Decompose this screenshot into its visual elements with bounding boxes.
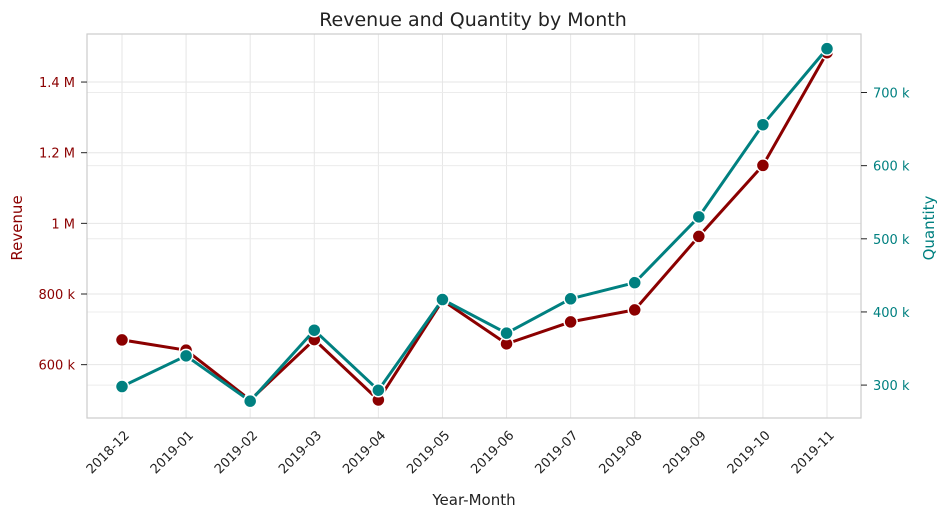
x-tick-label: 2018-12 [84,428,133,477]
x-tick-label: 2019-04 [340,428,389,477]
quantity-line [121,47,829,403]
right-axis-label: Quantity [920,195,938,260]
x-tick-label: 2019-08 [597,428,646,477]
x-tick-label: 2019-11 [789,428,838,477]
quantity-point [563,291,578,307]
x-axis-label: Year-Month [431,491,515,509]
x-tick-label: 2019-05 [404,428,453,477]
revenue-point [691,229,707,244]
right-tick-label: 300 k [873,379,910,394]
quantity-point [691,209,707,225]
quantity-point [435,292,450,307]
grid-layer [87,34,861,418]
right-tick-label: 400 k [873,306,910,321]
x-tick-label: 2019-01 [148,428,197,477]
left-axis-label: Revenue [8,195,26,260]
revenue-point [627,302,642,318]
revenue-line [121,51,829,402]
chart-title: Revenue and Quantity by Month [319,9,627,31]
quantity-point [499,325,514,341]
x-tick-label: 2019-09 [661,428,710,477]
x-tick-label: 2019-10 [725,428,774,477]
left-tick-label: 600 k [39,359,76,374]
quantity-point [307,322,322,338]
quantity-point [627,275,642,290]
x-tick-label: 2019-03 [276,428,325,477]
quantity-point [242,393,258,409]
quantity-point [114,379,130,394]
left-tick-label: 1 M [51,217,75,232]
left-tick-label: 800 k [39,288,76,303]
plot-frame [86,33,862,419]
revenue-point [563,314,578,330]
quantity-point [371,382,386,398]
left-tick-label: 1.2 M [39,147,75,162]
series-layer [114,41,835,409]
quantity-point [178,348,194,364]
x-tick-label: 2019-07 [532,428,581,477]
x-tick-label: 2019-06 [468,428,517,477]
right-tick-label: 500 k [873,233,910,248]
revenue-point [755,158,771,173]
axes-layer: 2018-12 2019-01 2019-02 2019-03 2019-04 2019-… [39,33,910,477]
quantity-point [755,117,771,132]
right-tick-label: 600 k [873,160,910,175]
revenue-point [114,332,130,348]
quantity-point [819,41,835,56]
left-tick-label: 1.4 M [39,76,75,91]
right-tick-label: 700 k [873,87,910,102]
x-tick-label: 2019-02 [212,428,261,477]
